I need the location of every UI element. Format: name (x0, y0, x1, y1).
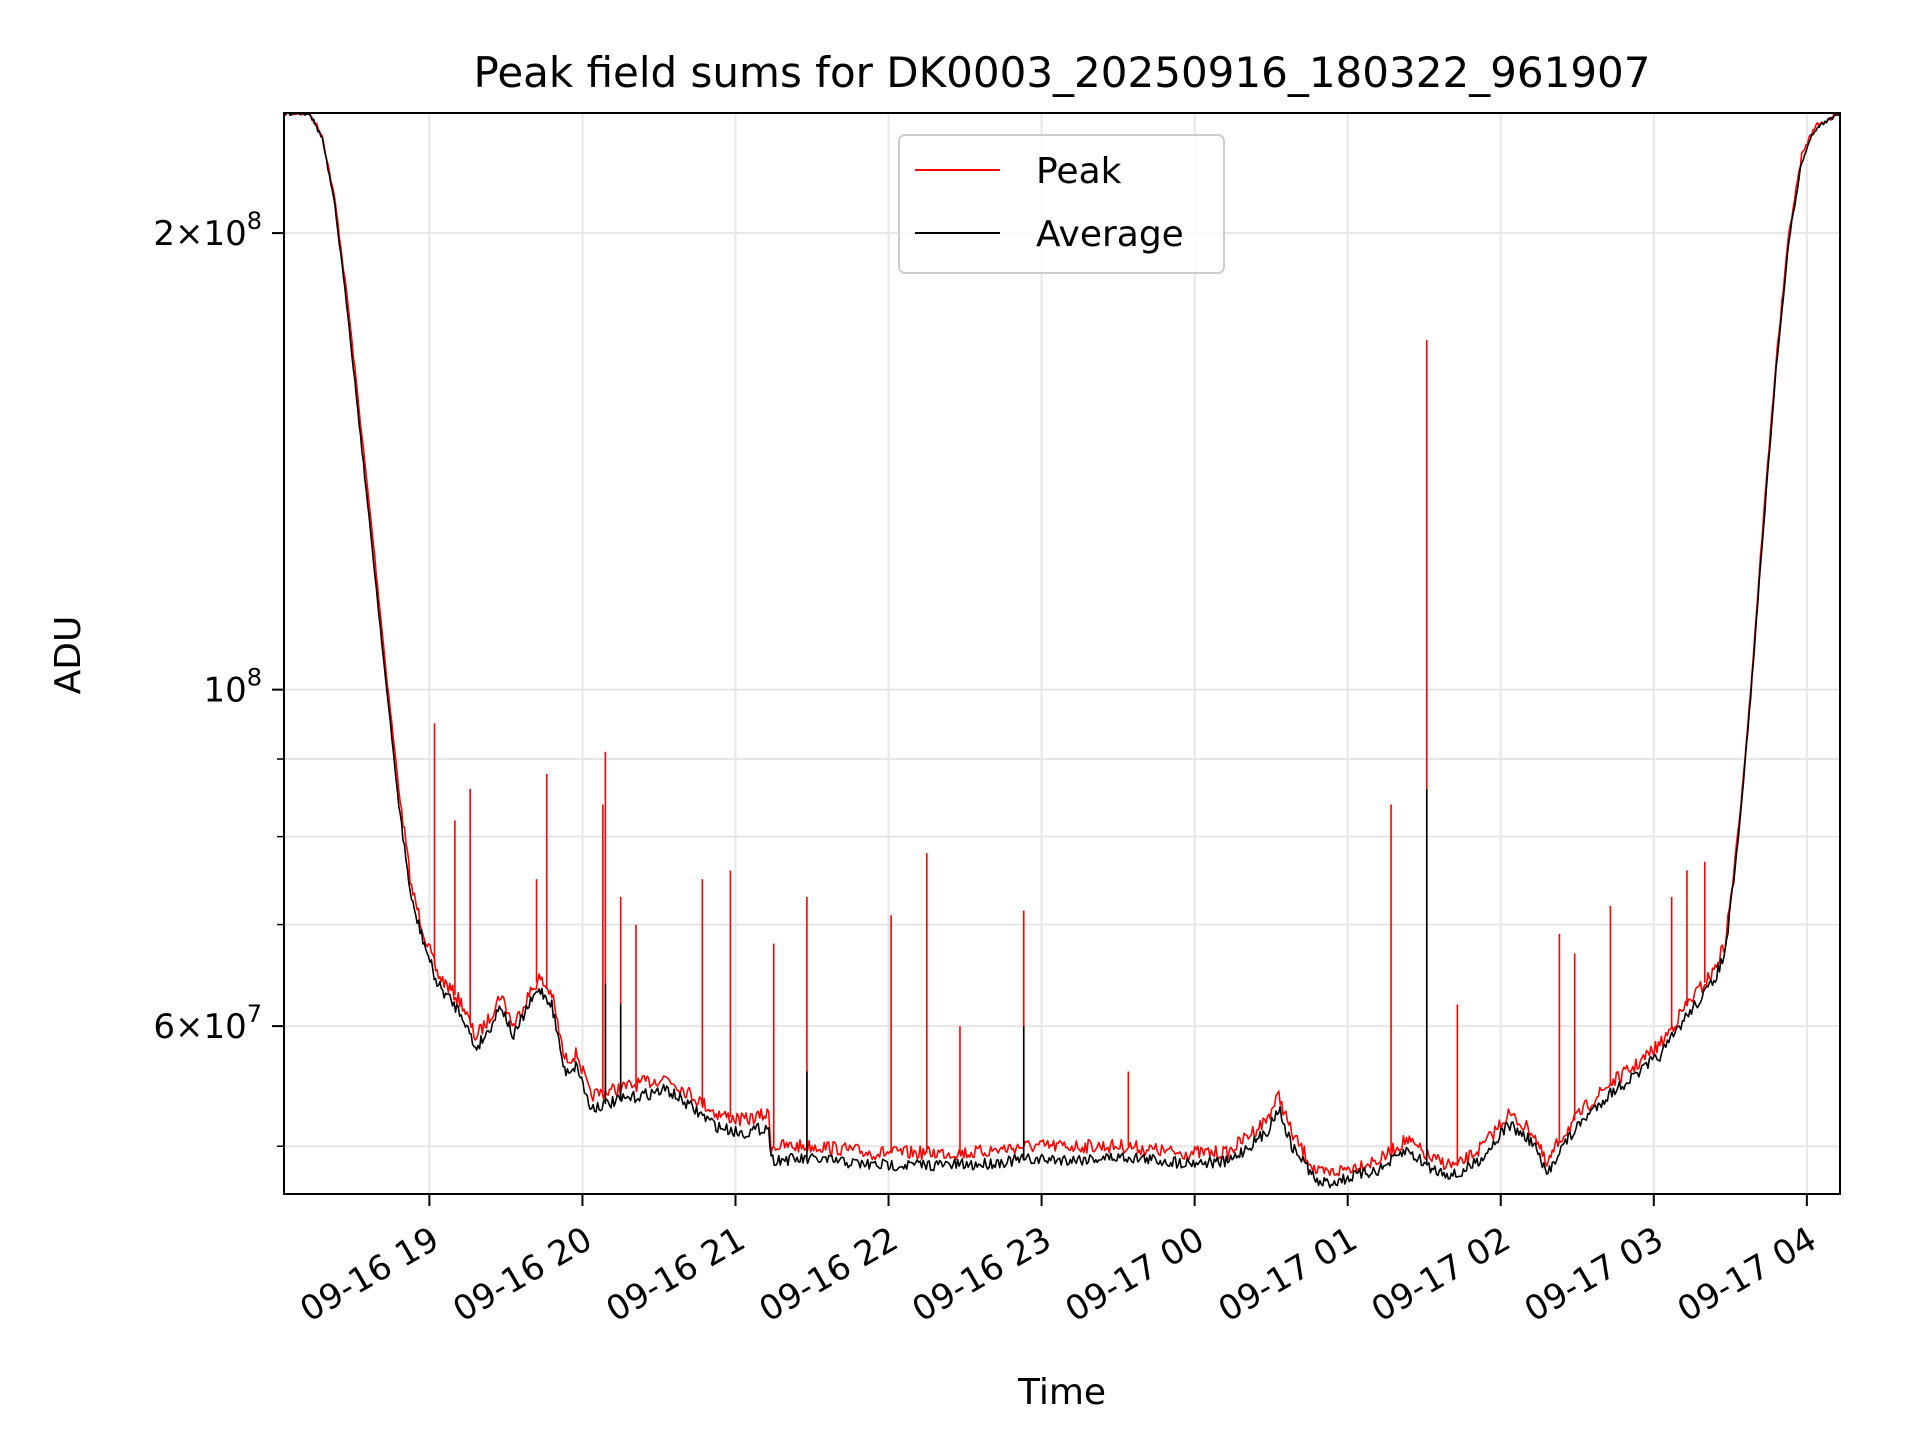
legend-label-peak: Peak (1036, 151, 1122, 192)
legend: Peak Average (898, 134, 1225, 274)
y-tick-label: 6×107 (153, 1000, 262, 1047)
series-average-line (284, 113, 1840, 1189)
series-peak-line (284, 113, 1840, 1177)
y-tick-label: 108 (203, 664, 262, 711)
series-layer (284, 113, 1840, 1189)
plot-frame (283, 112, 1841, 1195)
y-tick-label: 2×108 (153, 207, 262, 254)
legend-label-average: Average (1036, 214, 1184, 255)
y-axis-ticks: 6×107 108 2×108 (153, 207, 284, 1147)
y-axis-label: ADU (48, 616, 89, 695)
chart-title: Peak field sums for DK0003_20250916_1803… (473, 48, 1650, 97)
grid-lines (284, 113, 1840, 1194)
x-axis-label: Time (1017, 1372, 1106, 1413)
